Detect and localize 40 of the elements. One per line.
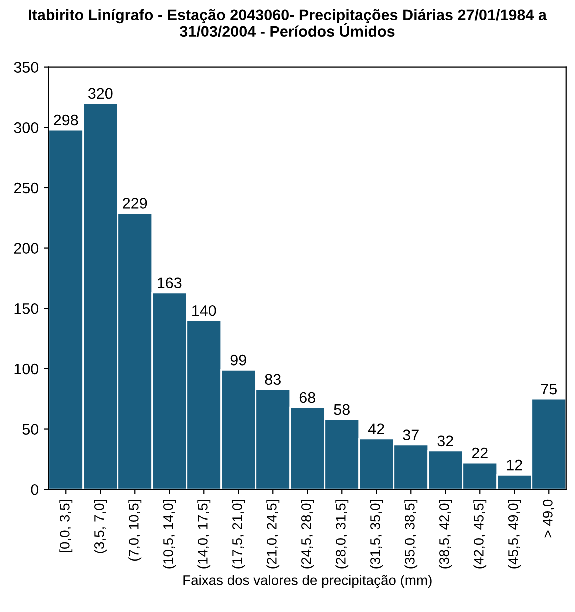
data-label: 83 xyxy=(265,374,281,386)
x-tick-label: (3,5, 7,0] xyxy=(94,500,108,554)
x-axis-title: Faixas dos valores de precipitação (mm) xyxy=(184,575,432,588)
y-tick-label: 150 xyxy=(14,303,39,314)
y-tick-label: 200 xyxy=(14,243,39,254)
y-tick-label: 100 xyxy=(14,364,39,375)
data-label: 298 xyxy=(54,114,78,126)
x-tick-label: (35,0, 38,5] xyxy=(404,500,418,569)
data-label: 99 xyxy=(230,354,246,366)
data-label: 58 xyxy=(334,404,350,416)
x-tick-label: (14,0, 17,5] xyxy=(198,500,211,569)
y-tick-label: 350 xyxy=(14,62,39,74)
data-label: 42 xyxy=(368,424,384,434)
x-tick-label: (45,5, 49,0] xyxy=(508,500,522,569)
x-tick-label: (24,5, 28,0] xyxy=(301,500,314,569)
x-tick-label: (10,5, 14,0] xyxy=(163,500,176,569)
x-tick-label: > 49,0 xyxy=(543,500,554,538)
data-label: 229 xyxy=(123,198,148,209)
y-tick-label: 250 xyxy=(14,182,39,194)
x-tick-label: (21,0, 24,5] xyxy=(266,500,280,569)
x-tick-label: (7,0, 10,5] xyxy=(128,500,142,561)
data-label: 75 xyxy=(541,384,557,395)
data-label: 140 xyxy=(192,305,216,316)
data-label: 163 xyxy=(158,278,182,289)
data-label: 22 xyxy=(472,448,488,458)
data-label: 68 xyxy=(300,392,316,404)
data-label: 320 xyxy=(88,88,113,100)
chart-title: Itabirito Linígrafo - Estação 2043060- Precipitações Diárias 27/01/1984 a 31/03/2004 - Períodos Úmidos xyxy=(29,9,548,38)
data-label: 37 xyxy=(403,430,419,441)
x-tick-label: (28,0, 31,5] xyxy=(336,500,349,569)
y-tick-label: 300 xyxy=(14,122,39,134)
x-tick-label: (31,5, 35,0] xyxy=(370,500,384,569)
y-tick-label: 50 xyxy=(22,424,39,435)
data-label: 12 xyxy=(507,460,522,471)
x-tick-label: [0,0, 3,5] xyxy=(60,500,73,552)
data-label: 32 xyxy=(438,436,454,447)
x-tick-label: (17,5, 21,0] xyxy=(232,500,246,569)
x-tick-label: (38,5, 42,0] xyxy=(439,500,452,569)
y-tick-label: 0 xyxy=(31,484,39,496)
x-tick-label: (42,0, 45,5] xyxy=(474,500,487,569)
